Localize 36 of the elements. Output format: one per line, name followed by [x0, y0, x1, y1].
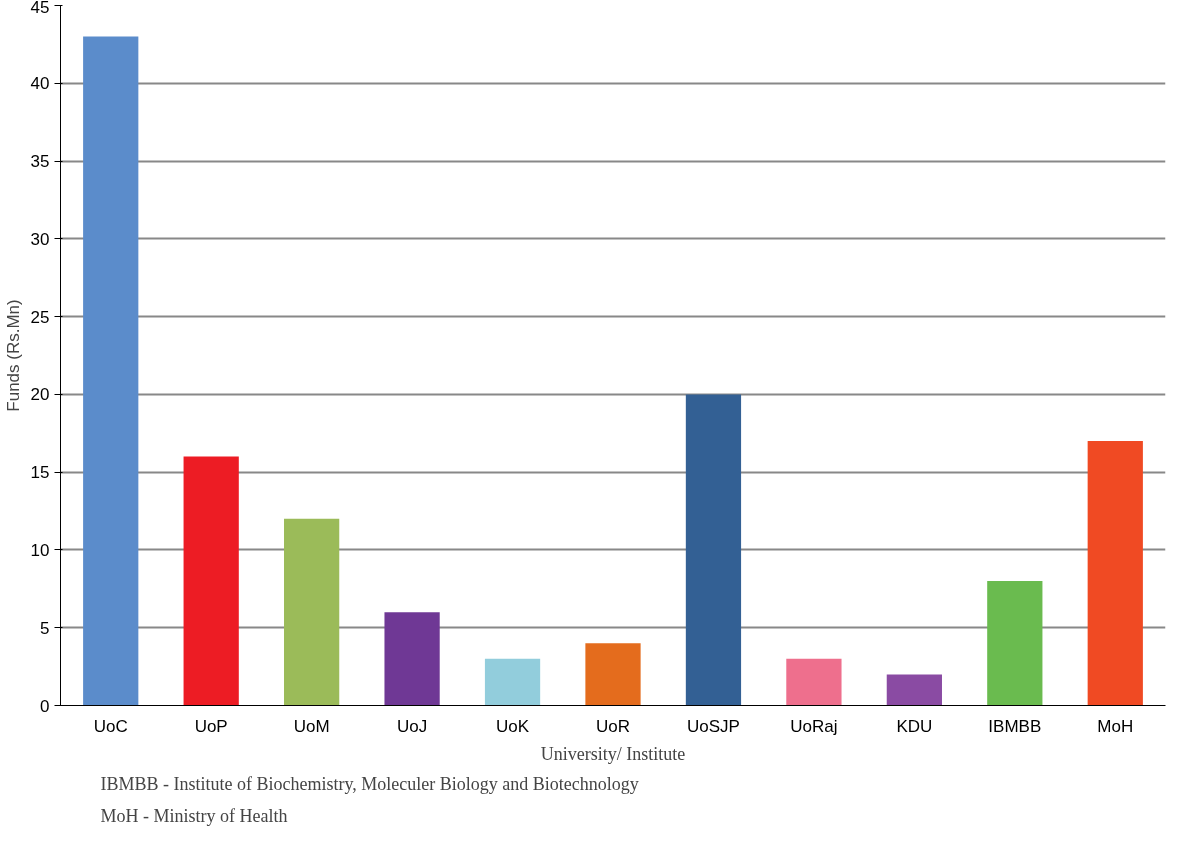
- bar: [886, 674, 942, 706]
- text: IBMBB - Institute of Biochemistry, Moleculer Biology and Biotechnology: [100, 773, 639, 794]
- bar: [83, 36, 139, 706]
- y-tick-label: 20: [30, 385, 50, 405]
- bar: [585, 643, 641, 706]
- x-tick-label: UoJ: [396, 716, 428, 736]
- bar: [183, 456, 239, 706]
- x-tick-label: UoR: [596, 716, 631, 736]
- x-tick-label: UoM: [293, 716, 330, 736]
- y-tick-label: 0: [40, 696, 50, 716]
- y-tick-label: 10: [30, 540, 50, 560]
- bar: [484, 658, 541, 706]
- bar: [685, 394, 742, 706]
- x-tick-label: UoRaj: [790, 716, 838, 736]
- bar: [1087, 441, 1143, 706]
- bar: [786, 658, 842, 706]
- x-axis-title: University/ Institute: [540, 743, 686, 764]
- text: MoH - Ministry of Health: [100, 805, 288, 826]
- bar: [987, 581, 1043, 706]
- y-tick-label: 45: [30, 0, 50, 17]
- y-tick-label: 25: [30, 307, 50, 327]
- x-tick-label: UoK: [496, 716, 530, 736]
- y-axis-title: Funds (Rs.Mn): [3, 299, 23, 412]
- y-tick-label: 30: [30, 229, 50, 249]
- x-tick-label: KDU: [896, 716, 933, 736]
- y-tick-label: 15: [30, 463, 50, 483]
- x-tick-label: UoP: [194, 716, 228, 736]
- y-tick-label: 5: [40, 618, 50, 638]
- bar: [384, 612, 440, 706]
- x-tick-label: MoH: [1097, 716, 1134, 736]
- x-tick-label: UoC: [93, 716, 128, 736]
- y-tick-label: 35: [30, 152, 50, 172]
- bar: [284, 518, 340, 706]
- x-tick-label: IBMBB: [988, 716, 1042, 736]
- y-tick-label: 40: [30, 74, 50, 94]
- x-tick-label: UoSJP: [687, 716, 740, 736]
